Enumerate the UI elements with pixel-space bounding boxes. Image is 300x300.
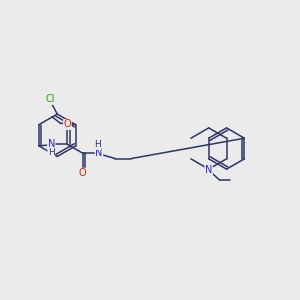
Text: N: N xyxy=(48,140,55,149)
Text: H: H xyxy=(48,148,55,157)
Text: N: N xyxy=(95,148,103,158)
Text: H: H xyxy=(94,140,101,149)
Text: Cl: Cl xyxy=(45,94,55,104)
Text: O: O xyxy=(79,168,87,178)
Text: N: N xyxy=(205,165,212,175)
Text: O: O xyxy=(64,119,71,129)
